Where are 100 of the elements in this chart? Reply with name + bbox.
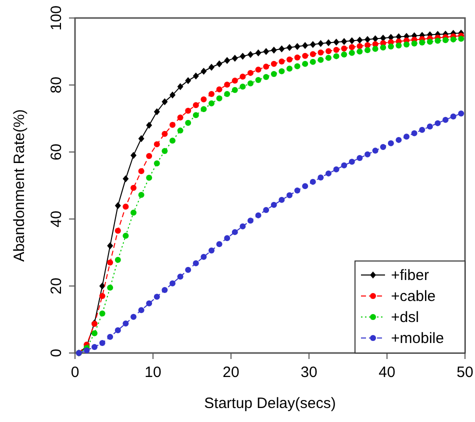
legend-label: +mobile <box>391 330 444 347</box>
point <box>224 235 230 242</box>
point <box>333 46 340 53</box>
x-tick-label: 40 <box>378 364 396 381</box>
point <box>177 128 184 134</box>
y-tick-label: 100 <box>48 5 65 31</box>
point <box>177 274 184 280</box>
point <box>450 36 456 42</box>
point <box>146 122 152 129</box>
point <box>380 44 386 50</box>
point <box>318 40 324 47</box>
x-tick-label: 20 <box>222 364 240 381</box>
point <box>114 327 121 334</box>
point <box>170 280 176 286</box>
point <box>232 87 238 94</box>
point <box>356 48 363 54</box>
point <box>216 241 222 248</box>
legend-label: +fiber <box>391 267 429 284</box>
point <box>356 36 363 44</box>
point <box>341 38 348 45</box>
point <box>404 41 410 48</box>
point <box>458 36 464 42</box>
point <box>185 266 192 273</box>
point <box>318 174 324 180</box>
point <box>263 74 270 80</box>
point <box>224 82 230 88</box>
point <box>302 52 308 59</box>
point <box>185 108 192 114</box>
point <box>192 260 199 266</box>
point <box>356 155 363 162</box>
point <box>130 210 136 216</box>
point <box>364 47 370 54</box>
y-tick-label: 60 <box>48 144 65 160</box>
point <box>286 192 292 198</box>
point <box>294 63 300 70</box>
point <box>255 212 262 218</box>
y-axis-title: Abandonment Rate(%) <box>11 109 28 262</box>
point <box>348 158 355 165</box>
point <box>310 40 316 48</box>
point <box>318 50 324 56</box>
point <box>442 37 448 44</box>
point <box>240 74 246 80</box>
y-tick-label: 80 <box>48 76 65 94</box>
point <box>122 204 129 210</box>
point <box>326 54 332 61</box>
point <box>388 43 394 50</box>
point <box>240 223 246 230</box>
x-tick-label: 0 <box>70 364 80 381</box>
point <box>200 68 207 75</box>
point <box>216 86 222 92</box>
point <box>192 72 199 80</box>
point <box>411 130 418 136</box>
point <box>185 77 192 84</box>
x-axis-title: Startup Delay(secs) <box>204 395 336 412</box>
point <box>122 320 129 327</box>
point <box>107 334 114 340</box>
point <box>99 340 106 346</box>
y-tick-label: 0 <box>48 348 65 358</box>
point <box>333 38 340 46</box>
point <box>364 151 370 158</box>
point <box>177 83 184 90</box>
point <box>92 344 98 350</box>
point <box>388 140 394 146</box>
point <box>107 284 114 291</box>
point <box>200 96 207 102</box>
point <box>356 43 363 50</box>
point <box>404 134 410 140</box>
point <box>270 70 277 77</box>
point <box>434 120 441 126</box>
point <box>92 330 98 336</box>
point <box>208 64 214 71</box>
point <box>130 184 136 191</box>
point <box>154 108 160 116</box>
point <box>286 66 292 72</box>
point <box>333 53 340 60</box>
point <box>286 44 292 51</box>
point <box>426 38 433 45</box>
point <box>270 60 277 67</box>
point <box>411 40 418 46</box>
point <box>248 51 254 58</box>
point <box>99 282 106 290</box>
point <box>310 51 316 58</box>
point <box>294 54 300 61</box>
point <box>232 54 238 62</box>
point <box>130 152 136 159</box>
point <box>162 98 168 106</box>
point <box>396 136 402 143</box>
point <box>286 56 292 63</box>
point <box>138 192 144 198</box>
legend-label: +dsl <box>391 309 419 326</box>
point <box>154 160 160 166</box>
point <box>442 116 448 123</box>
point <box>310 178 316 185</box>
y-tick-label: 40 <box>48 210 65 228</box>
point <box>348 37 355 44</box>
point <box>458 110 464 116</box>
point <box>263 64 270 70</box>
point <box>146 300 152 306</box>
point <box>208 247 214 254</box>
point <box>170 138 176 144</box>
